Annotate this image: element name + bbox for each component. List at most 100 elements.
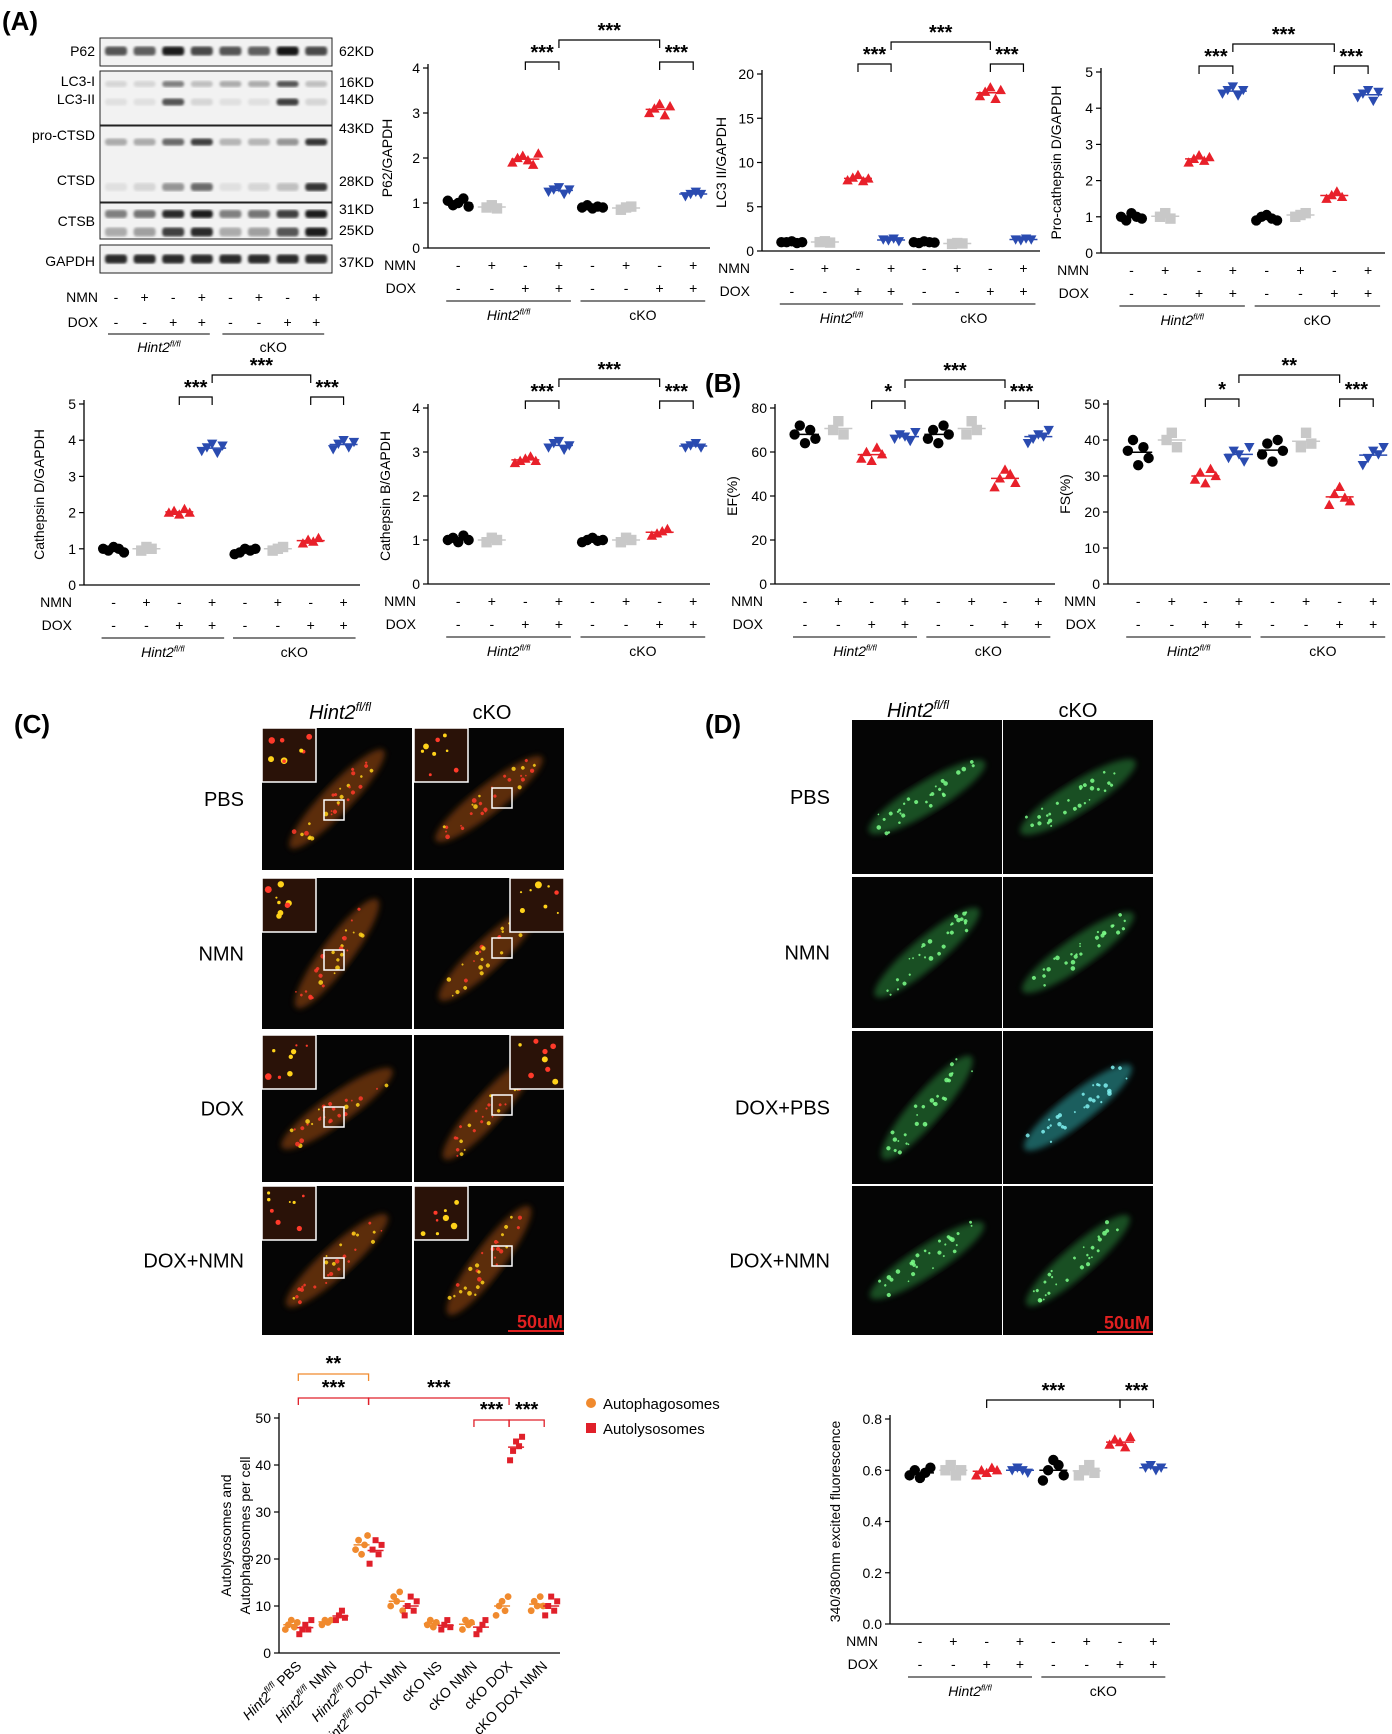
blot-band — [305, 81, 328, 87]
significance-bracket — [178, 396, 213, 405]
autolysosome-point — [551, 1607, 558, 1614]
data-point — [1043, 425, 1054, 436]
autolysosome-point — [308, 1617, 315, 1624]
data-point — [1183, 157, 1194, 167]
punctum — [331, 1261, 336, 1266]
nmn-sign: - — [988, 260, 993, 276]
blot-band — [276, 210, 299, 218]
blot-band — [248, 98, 270, 106]
punctum — [1083, 802, 1087, 805]
data-point — [1321, 193, 1332, 203]
punctum — [496, 1109, 501, 1113]
data-point — [1166, 427, 1177, 438]
fluorescence-panel-c: Hint2fl/fl cKO PBS NMN DOX DOX+NMN 50uM — [143, 700, 565, 1335]
nmn-sign: - — [1264, 262, 1269, 278]
dox-sign: + — [1330, 285, 1338, 301]
nmn-row-label: NMN — [66, 289, 98, 305]
punctum — [504, 1225, 509, 1229]
inset-punctum — [269, 1208, 274, 1213]
punctum — [1096, 1095, 1100, 1099]
group-label-sup: fl/fl — [934, 698, 950, 712]
inset-punctum — [554, 890, 559, 895]
punctum — [485, 963, 490, 968]
data-point — [1200, 478, 1211, 488]
data-point — [649, 103, 660, 113]
dox-sign: + — [1016, 1656, 1024, 1672]
data-point — [1204, 151, 1215, 162]
data-point — [971, 1470, 982, 1480]
significance-label: *** — [250, 355, 274, 377]
data-point — [1122, 445, 1134, 456]
dox-sign: - — [836, 616, 841, 632]
data-point — [277, 541, 289, 553]
significance-label: *** — [1272, 24, 1296, 46]
inset-punctum — [296, 1225, 302, 1232]
punctum — [339, 1243, 343, 1247]
autophagosome-point — [364, 1532, 371, 1539]
y-tick-label: 40 — [1084, 432, 1100, 448]
row-label: DOX — [201, 1099, 244, 1121]
blot-size-label: 62KD — [339, 43, 374, 59]
blot-band — [190, 46, 213, 56]
punctum — [895, 1269, 901, 1274]
data-point — [805, 424, 816, 436]
punctum — [1092, 1084, 1095, 1087]
punctum — [293, 1128, 296, 1131]
nmn-sign: - — [285, 289, 290, 305]
blot-band — [248, 183, 270, 191]
zoom-box — [323, 949, 345, 971]
nmn-sign: + — [1016, 1633, 1024, 1649]
inset-punctum — [288, 1054, 293, 1060]
punctum — [929, 1098, 935, 1103]
nmn-sign: + — [1019, 260, 1027, 276]
dox-sign: - — [936, 616, 941, 632]
dox-sign: - — [1163, 285, 1168, 301]
dox-row-label: DOX — [1059, 285, 1090, 301]
y-tick-label: 4 — [412, 400, 420, 416]
data-point — [1256, 449, 1268, 460]
punctum — [1090, 1256, 1093, 1259]
data-point — [888, 234, 899, 244]
punctum — [480, 1280, 485, 1285]
punctum — [1090, 1245, 1095, 1250]
punctum — [1057, 1113, 1063, 1118]
data-point — [1010, 477, 1021, 487]
significance-bracket — [1333, 65, 1369, 74]
punctum — [903, 1133, 907, 1137]
punctum — [473, 960, 475, 962]
group-label-sup: fl/fl — [866, 642, 878, 652]
data-point — [1244, 443, 1255, 453]
punctum — [946, 931, 950, 935]
punctum — [351, 767, 355, 771]
punctum — [1050, 824, 1053, 827]
data-point — [1194, 467, 1206, 477]
blot-band — [105, 138, 127, 146]
column-header-flox: Hint2fl/fl — [309, 700, 371, 724]
significance-bracket — [297, 1397, 370, 1405]
y-tick-label: 0 — [1085, 245, 1093, 261]
punctum — [480, 957, 484, 962]
inset-punctum — [552, 1078, 559, 1085]
data-point — [179, 503, 190, 514]
dox-sign: - — [142, 314, 147, 330]
significance-label: *** — [1010, 381, 1034, 403]
punctum — [952, 1249, 957, 1254]
significance-bracket — [297, 1373, 370, 1381]
punctum — [463, 1286, 467, 1290]
zoom-box — [491, 937, 513, 959]
nmn-sign: - — [657, 257, 662, 273]
inset-punctum — [519, 908, 525, 914]
dox-sign: - — [144, 617, 149, 633]
inset-punctum — [264, 1073, 272, 1080]
punctum — [517, 1215, 523, 1220]
nmn-sign: + — [968, 593, 976, 609]
data-point — [961, 429, 972, 440]
punctum — [1037, 1298, 1043, 1303]
nmn-sign: + — [141, 289, 149, 305]
blot-band — [219, 98, 242, 106]
punctum — [317, 1108, 320, 1111]
row-label: PBS — [204, 789, 244, 811]
data-point — [1290, 211, 1301, 222]
legend-label-autolysosomes: Autolysosomes — [603, 1421, 705, 1438]
y-tick-label: 20 — [738, 66, 754, 82]
